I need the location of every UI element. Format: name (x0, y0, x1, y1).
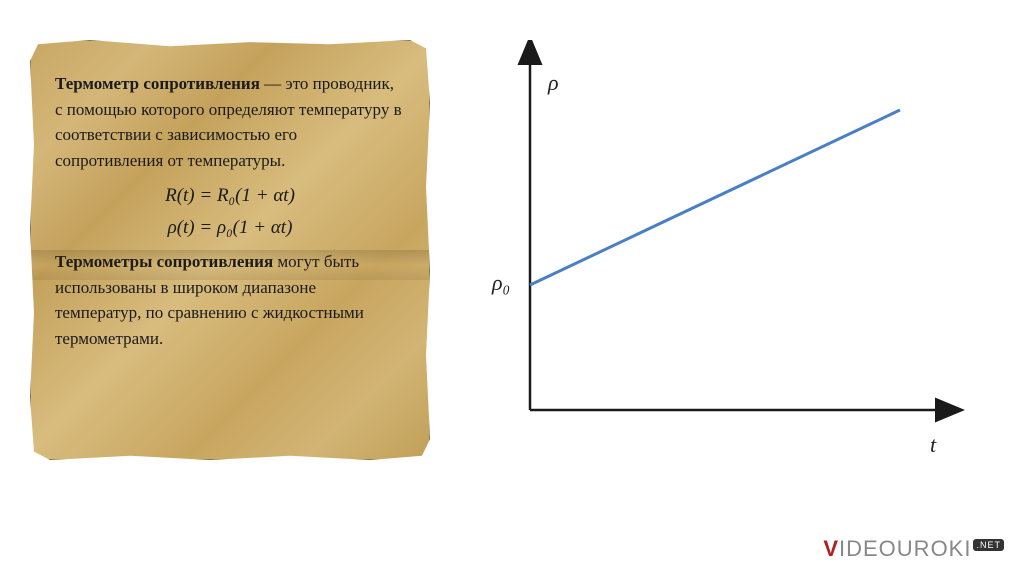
formula-resistivity: ρ(t) = ρ₀(1 + αt) (55, 217, 405, 239)
watermark-uroki: UROKI (897, 536, 972, 561)
x-axis-label: t (930, 432, 936, 458)
resistivity-chart: ρ ρ₀ t (470, 40, 994, 460)
y-intercept-label: ρ₀ (492, 270, 510, 296)
y-axis-label: ρ (548, 70, 559, 96)
watermark-ideo: IDEO (839, 536, 897, 561)
term-bold: Термометр сопротивления (55, 74, 260, 93)
usage-paragraph: Термометры сопротивления могут быть испо… (55, 249, 405, 351)
definition-paragraph: Термометр сопротивления — это проводник,… (55, 71, 405, 173)
watermark-badge: .NET (973, 539, 1004, 551)
parchment-note: Термометр сопротивления — это проводник,… (30, 40, 430, 460)
watermark-v: V (823, 536, 839, 561)
data-line (530, 110, 900, 285)
term-bold-2: Термометры сопротивления (55, 252, 273, 271)
chart-svg (470, 40, 970, 460)
watermark: VIDEOUROKI.NET (823, 536, 1004, 562)
formula-resistance: R(t) = R₀(1 + αt) (55, 185, 405, 207)
